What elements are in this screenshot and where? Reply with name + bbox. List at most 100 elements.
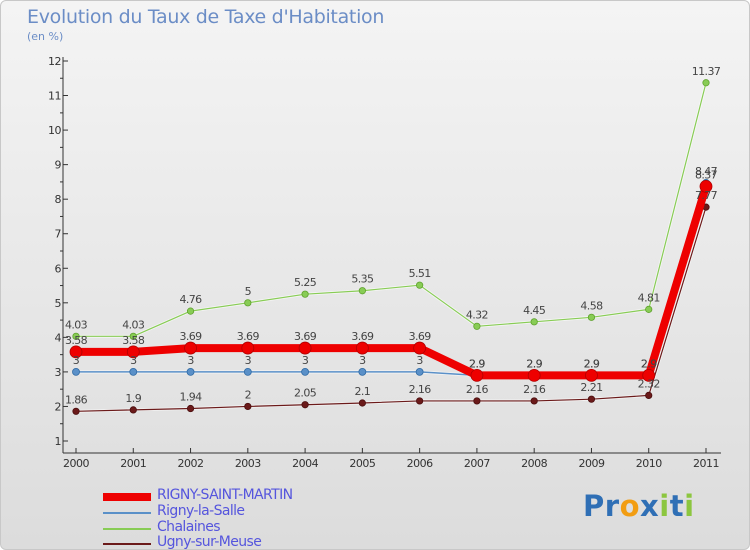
data-point-ugny-sur-meuse	[244, 402, 252, 411]
data-point-ugny-sur-meuse	[72, 407, 80, 415]
y-tick-label: 12	[48, 55, 61, 68]
data-label-rigny-la-salle: 3	[130, 354, 137, 367]
data-label-rigny-saint-martin: 2.9	[641, 357, 657, 370]
series-halo-ugny-sur-meuse	[75, 206, 708, 413]
data-label-rigny-saint-martin: 8.37	[695, 168, 718, 181]
data-point-ugny-sur-meuse	[358, 399, 366, 407]
legend-label: Rigny-la-Salle	[157, 503, 245, 519]
data-point-rigny-saint-martin	[699, 179, 713, 193]
data-label-ugny-sur-meuse: 2.16	[409, 383, 432, 396]
data-label-chalaines: 5.35	[351, 273, 374, 286]
data-label-rigny-la-salle: 8.47	[695, 165, 718, 178]
logo-letter: P	[583, 489, 605, 523]
data-point-ugny-sur-meuse	[530, 397, 538, 405]
x-tick-label: 2002	[178, 457, 204, 470]
data-point-rigny-saint-martin	[69, 345, 83, 359]
data-point-chalaines	[301, 290, 309, 298]
y-tick-label: 1	[55, 435, 62, 448]
logo-letter: o	[619, 489, 641, 523]
data-point-ugny-sur-meuse	[473, 397, 481, 405]
data-label-rigny-la-salle: 2.9	[526, 357, 542, 370]
data-point-rigny-saint-martin	[470, 368, 484, 382]
logo-letter: t	[669, 489, 685, 523]
data-point-chalaines	[129, 332, 137, 340]
series-halo-chalaines	[76, 82, 708, 338]
data-point-rigny-saint-martin	[585, 368, 598, 382]
data-label-rigny-saint-martin: 3.69	[237, 330, 260, 343]
data-label-rigny-la-salle: 3	[245, 354, 252, 367]
data-point-rigny-la-salle	[72, 368, 80, 376]
y-tick-label: 5	[55, 297, 62, 310]
x-tick-label: 2001	[120, 457, 146, 470]
data-point-rigny-la-salle	[186, 368, 195, 376]
data-label-chalaines: 4.58	[580, 299, 603, 312]
y-tick-label: 10	[48, 124, 61, 137]
data-label-chalaines: 4.45	[523, 304, 546, 317]
data-label-ugny-sur-meuse: 2.05	[294, 387, 317, 400]
data-point-ugny-sur-meuse	[129, 406, 137, 414]
data-label-rigny-saint-martin: 3.69	[179, 330, 202, 343]
y-tick-label: 6	[55, 262, 62, 275]
data-label-rigny-saint-martin: 3.69	[409, 330, 432, 343]
data-point-chalaines	[587, 313, 596, 321]
x-tick-label: 2006	[407, 457, 433, 470]
data-label-rigny-la-salle: 3	[302, 354, 309, 367]
data-label-rigny-saint-martin: 3.69	[351, 330, 374, 343]
data-label-chalaines: 5.51	[409, 267, 431, 280]
data-point-chalaines	[186, 307, 195, 315]
data-label-rigny-saint-martin: 2.9	[526, 357, 542, 370]
y-tick-label: 8	[55, 193, 62, 206]
y-tick-label: 3	[55, 366, 62, 379]
data-label-rigny-saint-martin: 3.69	[294, 330, 317, 343]
data-point-chalaines	[530, 318, 538, 326]
data-point-rigny-saint-martin	[298, 341, 312, 355]
series-line-rigny-saint-martin	[72, 182, 710, 380]
data-label-ugny-sur-meuse: 1.86	[65, 393, 88, 406]
logo-letter: r	[604, 489, 620, 523]
y-tick-label: 11	[48, 90, 61, 103]
data-point-chalaines	[244, 299, 252, 307]
x-tick-label: 2007	[464, 457, 490, 470]
data-label-ugny-sur-meuse: 2.1	[355, 385, 371, 398]
data-point-rigny-la-salle	[301, 368, 309, 376]
data-point-ugny-sur-meuse	[301, 401, 309, 409]
x-tick-label: 2011	[693, 457, 719, 470]
logo-letter: i	[684, 489, 695, 523]
data-point-rigny-saint-martin	[184, 341, 197, 355]
data-point-rigny-saint-martin	[527, 368, 541, 382]
data-point-ugny-sur-meuse	[587, 395, 596, 403]
data-point-rigny-la-salle	[243, 368, 252, 376]
data-point-ugny-sur-meuse	[645, 391, 653, 399]
data-label-chalaines: 11.37	[692, 65, 721, 78]
x-tick-label: 2009	[578, 457, 604, 470]
data-point-chalaines	[72, 332, 80, 340]
data-label-rigny-saint-martin: 2.9	[584, 357, 600, 370]
data-label-ugny-sur-meuse: 1.94	[179, 391, 202, 404]
legend-label: Chalaines	[157, 519, 221, 535]
data-label-rigny-la-salle: 3	[73, 354, 80, 367]
data-point-rigny-la-salle	[358, 368, 367, 376]
data-point-chalaines	[358, 287, 366, 295]
data-label-chalaines: 5.25	[294, 276, 317, 289]
data-label-rigny-la-salle: 2.9	[584, 357, 600, 370]
data-label-rigny-la-salle: 3	[416, 354, 423, 367]
x-tick-label: 2004	[292, 457, 318, 470]
data-label-chalaines: 4.81	[638, 291, 660, 304]
data-label-rigny-la-salle: 2.9	[641, 357, 657, 370]
data-point-rigny-saint-martin	[126, 345, 140, 359]
data-label-ugny-sur-meuse: 1.9	[125, 392, 141, 405]
data-point-rigny-saint-martin	[241, 341, 255, 355]
chart-title: Evolution du Taux de Taxe d'Habitation	[27, 6, 385, 28]
data-point-rigny-la-salle	[415, 368, 424, 376]
legend-label: RIGNY-SAINT-MARTIN	[157, 487, 293, 503]
y-tick-label: 9	[55, 159, 62, 172]
data-label-ugny-sur-meuse: 2.21	[580, 381, 602, 394]
data-label-chalaines: 4.32	[466, 308, 488, 321]
data-point-rigny-saint-martin	[642, 368, 656, 382]
data-point-chalaines	[416, 281, 424, 289]
data-label-rigny-saint-martin: 3.58	[65, 334, 88, 347]
data-label-rigny-saint-martin: 3.58	[122, 334, 145, 347]
data-point-chalaines	[702, 79, 710, 87]
data-point-chalaines	[473, 322, 481, 330]
